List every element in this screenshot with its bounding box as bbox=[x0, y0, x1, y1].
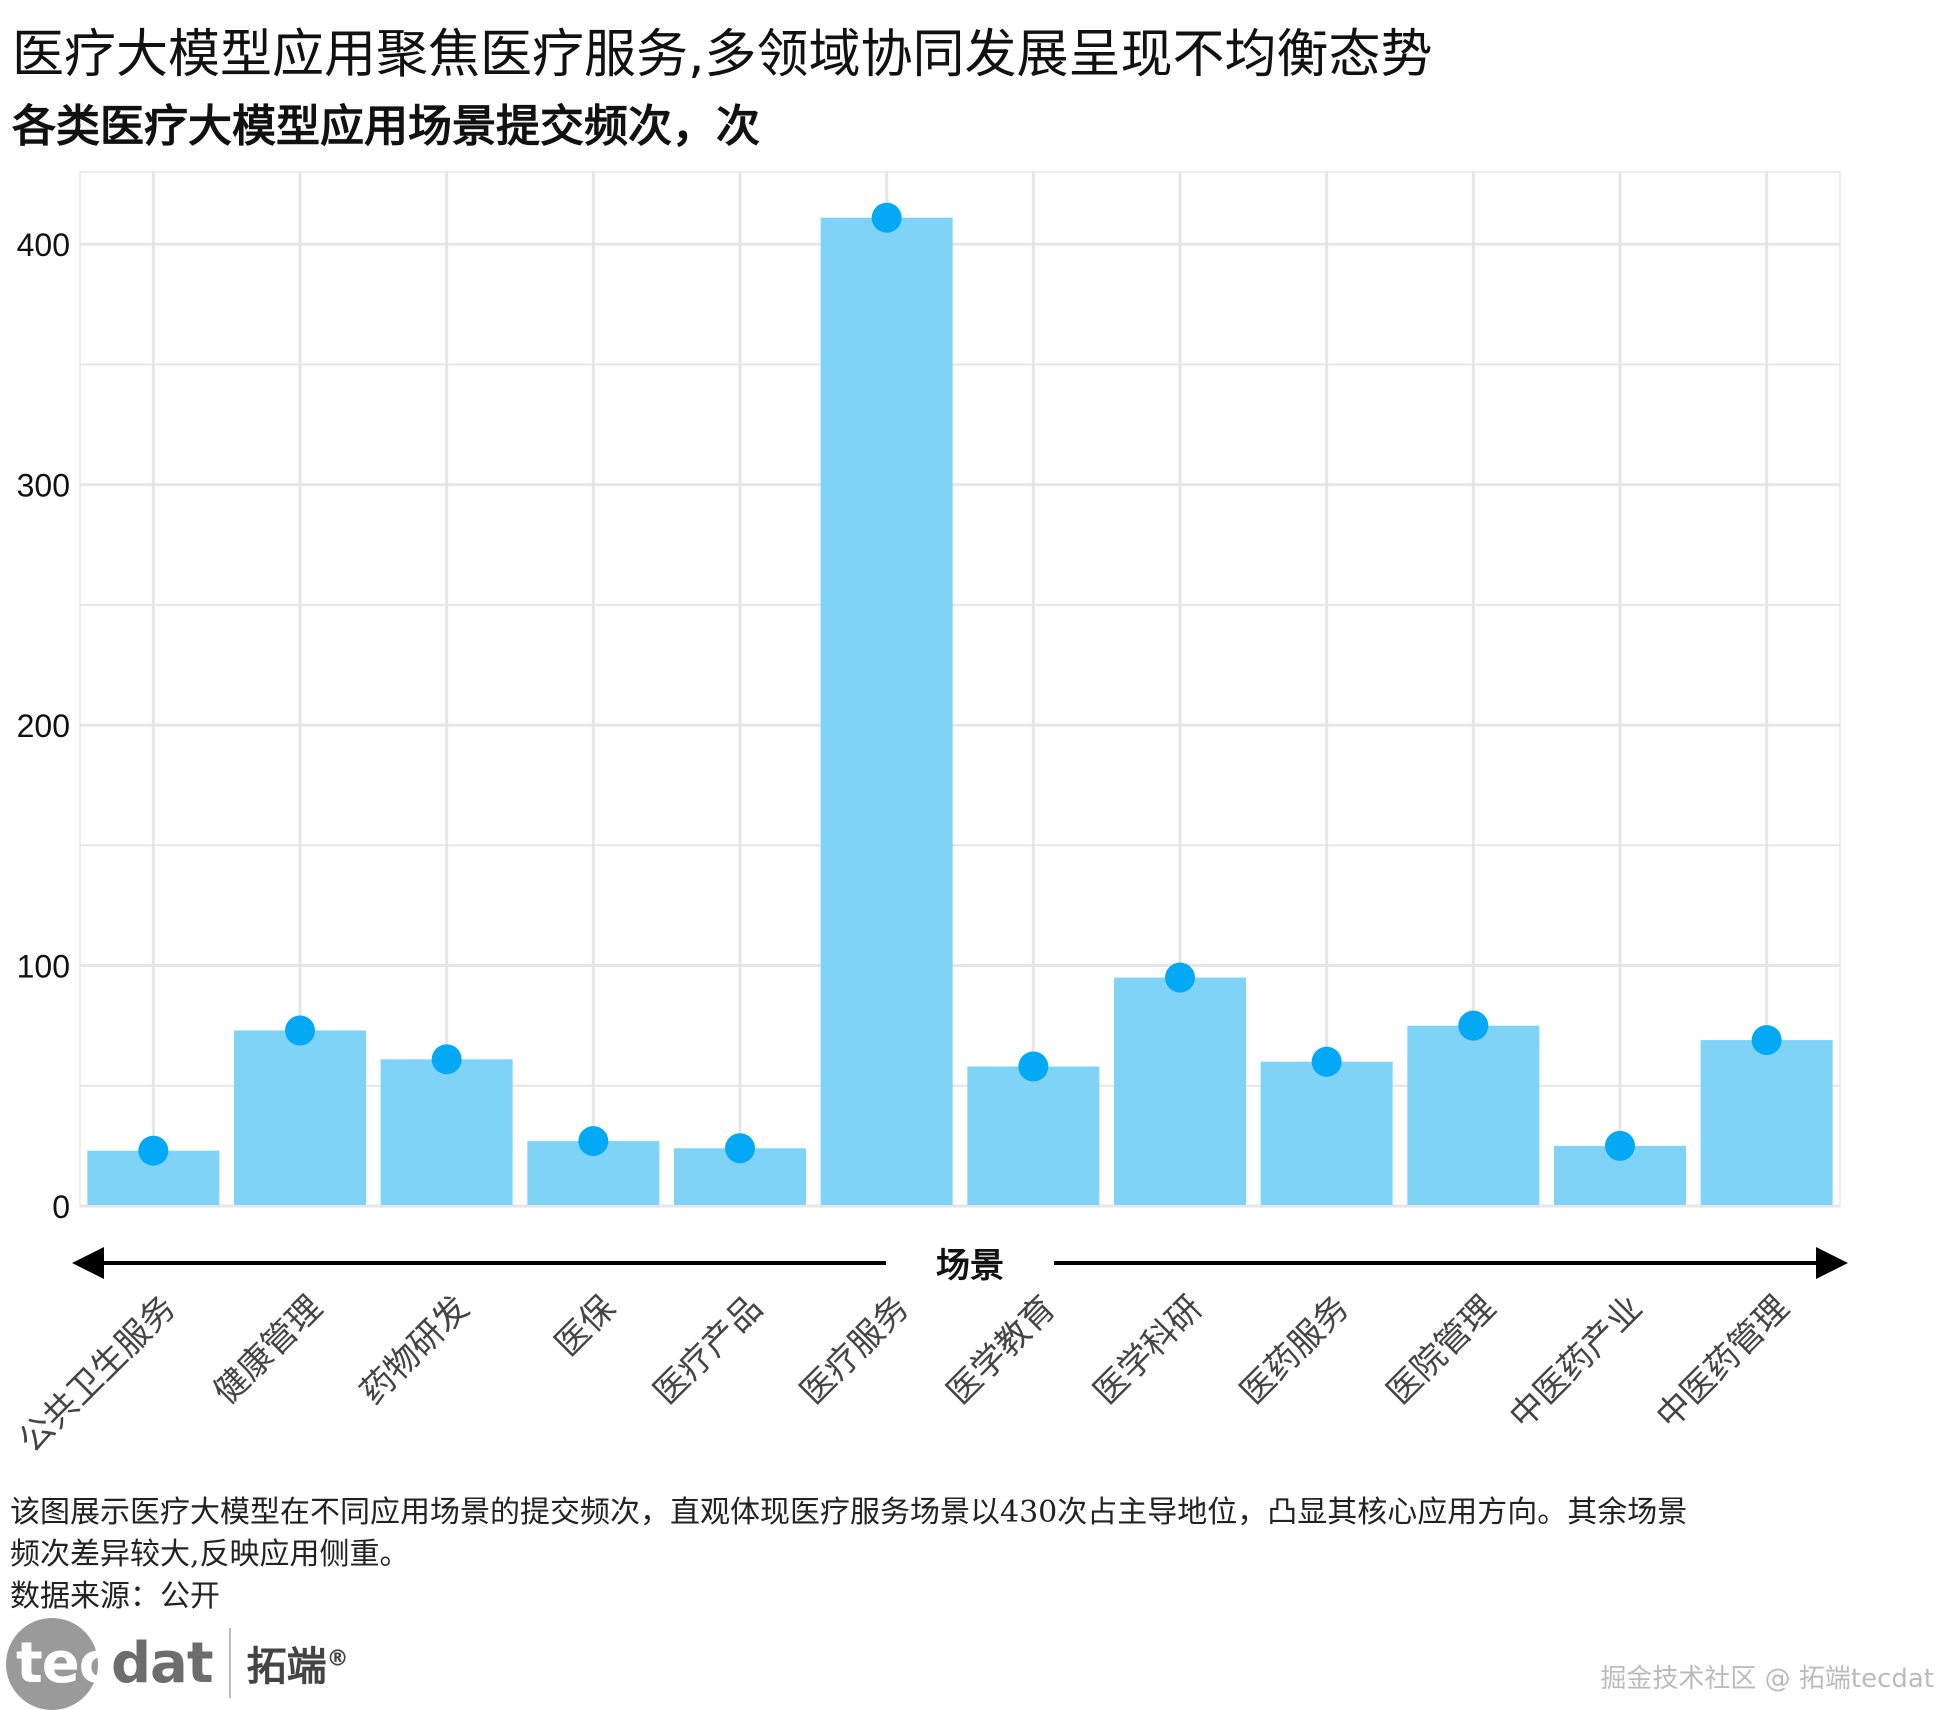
x-tick-label: 医学教育 bbox=[939, 1288, 1063, 1412]
point-医药服务 bbox=[1311, 1046, 1342, 1077]
x-tick-label: 公共卫生服务 bbox=[11, 1288, 184, 1461]
point-中医药产业 bbox=[1605, 1130, 1635, 1161]
arrow-left-icon bbox=[72, 1247, 104, 1279]
point-中医药管理 bbox=[1751, 1025, 1782, 1056]
caption-source: 数据来源：公开 bbox=[10, 1579, 220, 1614]
bar-药物研发 bbox=[380, 1059, 513, 1205]
bar-健康管理 bbox=[234, 1030, 366, 1205]
y-tick-label: 200 bbox=[17, 708, 70, 744]
logo-divider bbox=[228, 1628, 231, 1698]
logo-circle-icon bbox=[6, 1618, 98, 1710]
caption-line-1: 该图展示医疗大模型在不同应用场景的提交频次，直观体现医疗服务场景以430次占主导… bbox=[10, 1495, 1688, 1530]
y-tick-label: 400 bbox=[17, 227, 70, 263]
point-医疗服务 bbox=[871, 202, 902, 233]
point-医疗产品 bbox=[725, 1133, 755, 1164]
logo-chinese: 拓端® bbox=[246, 1644, 349, 1690]
bar-医院管理 bbox=[1407, 1025, 1540, 1205]
x-tick-label: 医保 bbox=[547, 1288, 623, 1364]
point-健康管理 bbox=[285, 1015, 315, 1046]
chart-title: 医疗大模型应用聚焦医疗服务,多领域协同发展呈现不均衡态势 bbox=[12, 25, 1433, 85]
plot-background bbox=[79, 171, 1841, 1207]
x-tick-label: 健康管理 bbox=[206, 1288, 330, 1412]
x-tick-label: 医药服务 bbox=[1233, 1288, 1357, 1412]
bar-医学科研 bbox=[1114, 977, 1246, 1205]
x-axis-label: 场景 bbox=[936, 1246, 1004, 1286]
x-tick-label: 药物研发 bbox=[353, 1288, 477, 1412]
x-tick-label: 医疗产品 bbox=[646, 1288, 770, 1412]
chart-subtitle: 各类医疗大模型应用场景提交频次，次 bbox=[12, 101, 760, 152]
x-tick-label: 医学科研 bbox=[1086, 1288, 1210, 1412]
x-tick-label: 医疗服务 bbox=[793, 1288, 917, 1412]
bar-医疗服务 bbox=[820, 217, 953, 1206]
x-tick-label: 医院管理 bbox=[1379, 1288, 1503, 1412]
x-tick-label: 中医药产业 bbox=[1502, 1288, 1650, 1436]
chart-caption: 该图展示医疗大模型在不同应用场景的提交频次，直观体现医疗服务场景以430次占主导… bbox=[10, 1492, 1940, 1618]
arrow-right-icon bbox=[1816, 1247, 1848, 1279]
caption-line-2: 频次差异较大,反映应用侧重。 bbox=[10, 1537, 410, 1572]
y-tick-label: 0 bbox=[52, 1189, 70, 1225]
watermark: 掘金技术社区 @ 拓端tecdat bbox=[1600, 1664, 1934, 1694]
point-药物研发 bbox=[431, 1044, 462, 1075]
bar-chart: 0100200300400场景公共卫生服务 健康管理 药物研发 医保 医疗产品 医疗服务医… bbox=[11, 171, 1848, 1461]
y-tick-label: 300 bbox=[17, 468, 70, 504]
bar-中医药管理 bbox=[1700, 1040, 1833, 1205]
y-tick-label: 100 bbox=[17, 949, 70, 985]
point-医院管理 bbox=[1458, 1010, 1489, 1041]
x-tick-label: 中医药管理 bbox=[1649, 1288, 1797, 1436]
point-医保 bbox=[578, 1126, 609, 1157]
bar-医学教育 bbox=[967, 1066, 1100, 1205]
point-医学教育 bbox=[1018, 1051, 1049, 1082]
point-公共卫生服务 bbox=[138, 1135, 169, 1166]
point-医学科研 bbox=[1165, 962, 1195, 993]
logo-latin: tecdat bbox=[16, 1630, 214, 1696]
bar-医药服务 bbox=[1260, 1061, 1393, 1205]
tecdat-logo: tecdat 拓端® bbox=[6, 1618, 349, 1710]
